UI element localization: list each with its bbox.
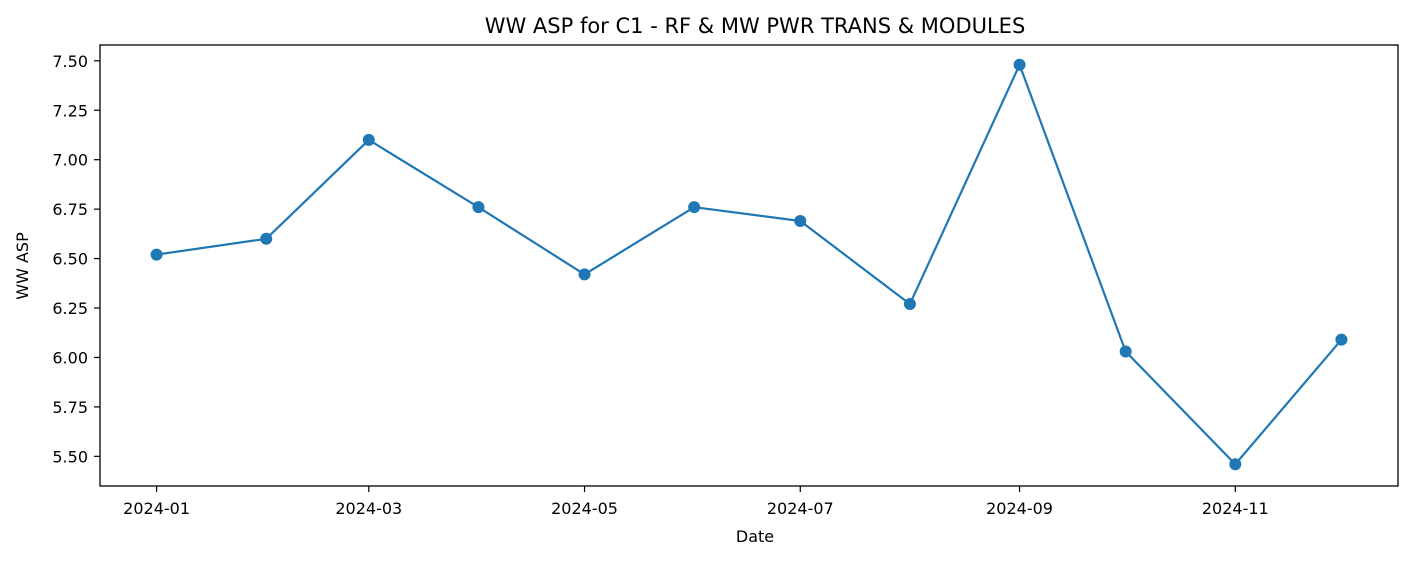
x-tick-label: 2024-03: [335, 499, 402, 518]
y-tick-label: 7.00: [52, 151, 88, 170]
data-point: [150, 248, 163, 261]
data-point: [362, 133, 375, 146]
data-point: [1013, 58, 1026, 71]
series-line: [156, 63, 1343, 466]
y-tick-label: 6.00: [52, 348, 88, 367]
data-point: [1229, 458, 1242, 471]
axes-layer: 2024-01 2024-03 2024-05 2024-07 2024-09 2024-…: [52, 44, 1399, 518]
y-tick-label: 5.50: [52, 447, 88, 466]
y-tick-label: 7.25: [52, 101, 88, 120]
data-point: [472, 201, 485, 214]
y-axis-label: WW ASP: [13, 232, 32, 300]
data-point: [260, 232, 273, 245]
y-tick-label: 7.50: [52, 52, 88, 71]
y-tick-label: 6.75: [52, 200, 88, 219]
data-point: [578, 268, 591, 281]
chart-title: WW ASP for C1 - RF & MW PWR TRANS & MODU…: [485, 14, 1026, 38]
y-tick-label: 6.25: [52, 299, 88, 318]
data-point: [1335, 333, 1348, 346]
plot-layer: [150, 58, 1348, 471]
x-tick-label: 2024-07: [767, 499, 834, 518]
data-point: [688, 201, 701, 214]
x-tick-label: 2024-11: [1202, 499, 1269, 518]
data-point: [903, 298, 916, 311]
x-tick-label: 2024-05: [551, 499, 618, 518]
y-tick-label: 5.75: [52, 398, 88, 417]
x-tick-label: 2024-09: [986, 499, 1053, 518]
y-tick-label: 6.50: [52, 250, 88, 269]
data-point: [794, 215, 807, 227]
plot-frame: [99, 44, 1399, 487]
x-axis-label: Date: [736, 527, 774, 546]
data-point: [1119, 345, 1132, 358]
x-tick-label: 2024-01: [123, 499, 190, 518]
